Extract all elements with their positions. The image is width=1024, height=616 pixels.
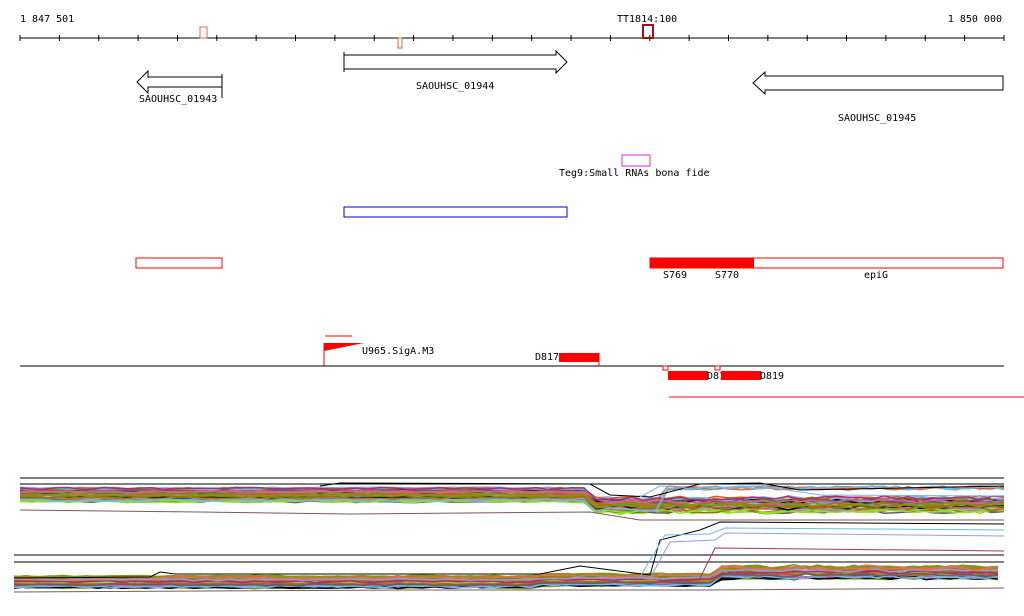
segment-D817[interactable] [559,353,599,362]
transcript-label-S769: S769 [663,270,687,281]
gene-arrow-SAOUHSC_01943[interactable]: SAOUHSC_01943 [136,69,223,105]
ruler-end-label: 1 850 000 [948,14,1002,25]
gene-arrow-SAOUHSC_01945[interactable]: SAOUHSC_01945 [752,70,1004,124]
small-rna-feature[interactable]: Teg9:Small RNAs bona fide [559,154,710,179]
expression-profile-line [13,574,999,589]
expression-panel [13,477,1005,593]
expression-profile-line [19,489,1005,504]
promoter-flag[interactable] [324,343,364,351]
terminator-label: TT1814:100 [617,14,677,25]
coordinate-ruler: 1 847 501 1 850 000 TT1814:100 [19,14,1005,49]
segment-label-D817: D817 [535,352,559,363]
expression-profile-line [19,493,1005,508]
gene-label: SAOUHSC_01944 [416,81,494,92]
terminator-marker[interactable] [642,24,654,39]
gene-label: SAOUHSC_01945 [838,113,916,124]
expression-profile-line [13,587,1005,593]
gene-arrow-SAOUHSC_01944[interactable]: SAOUHSC_01944 [343,49,568,92]
expression-profile-line [19,494,1005,511]
segment-label-D819: D819 [760,371,784,382]
gene-track: SAOUHSC_01943 SAOUHSC_01944 SAOUHSC_0194… [136,49,1004,124]
transcript-label-S770: S770 [715,270,739,281]
expression-profile-line [13,572,999,587]
expression-profile-line [639,485,1005,498]
segment-D819[interactable] [721,371,761,380]
expression-profile-line [13,568,999,582]
expression-profile-line [13,569,999,584]
ruler-marker-mid [397,37,403,49]
segment-D818[interactable] [668,371,708,380]
promoter-label: U965.SigA.M3 [362,346,434,357]
expression-profile-line [639,527,1005,578]
transcript-label-epiG: epiG [864,270,888,281]
expression-profile-line [13,521,1005,579]
expression-profile-line [19,486,1005,502]
transcript-S769-S770[interactable] [650,258,754,268]
expression-profile-line [649,532,1005,579]
transcript-box-left[interactable] [135,257,223,269]
expression-profile-line [19,485,1005,513]
gene-label: SAOUHSC_01943 [139,94,217,105]
expression-profile-line [13,571,999,586]
expression-profile-line [13,565,999,580]
operon-box[interactable] [343,206,568,218]
transcript-track: S769 S770 epiG [135,257,1004,281]
segment-label-D81: D81 [707,371,725,382]
expression-profile-line [319,482,1005,498]
segment-small-marker [662,365,669,371]
expression-profile-line [699,547,1005,579]
ruler-start-label: 1 847 501 [20,14,74,25]
segment-track: U965.SigA.M3 D817 D81 D819 [20,335,1024,398]
expression-profile-line [19,509,1004,521]
ruler-marker-left [199,26,208,39]
small-rna-label: Teg9:Small RNAs bona fide [559,168,710,179]
segment-small-marker [714,365,721,371]
